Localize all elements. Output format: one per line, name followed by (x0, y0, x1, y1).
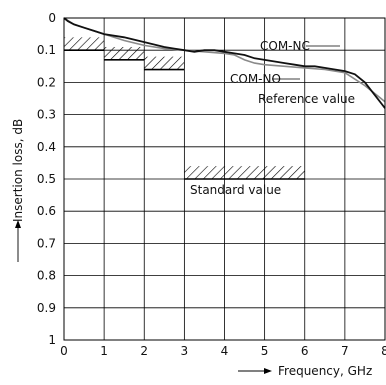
x-tick-label: 7 (341, 344, 349, 358)
series-line-com-nc (63, 17, 386, 109)
x-axis-title: Frequency, GHz (278, 364, 372, 378)
y-tick-label: 0.1 (37, 43, 56, 57)
x-tick-label: 6 (301, 344, 309, 358)
y-tick-label: 0 (48, 11, 56, 25)
standard-value-band (144, 56, 185, 70)
y-tick-label: 0.2 (37, 75, 56, 89)
annotations: COM-NC COM-NO Reference value Standard v… (190, 39, 355, 197)
y-tick-label: 1 (48, 333, 56, 347)
com-no-label: COM-NO (230, 72, 281, 86)
x-tick-label: 2 (140, 344, 148, 358)
y-tick-label: 0.8 (37, 269, 56, 283)
standard-value-label: Standard value (190, 183, 281, 197)
standard-value-band (184, 166, 305, 179)
y-tick-label: 0.5 (37, 172, 56, 186)
standard-value-band (104, 46, 145, 60)
standard-value-band (64, 37, 105, 51)
tick-labels: 0 1 2 3 4 5 6 7 800.10.20.30.40.50.60.70.80.91 (37, 11, 386, 358)
standard-value-bands (64, 37, 305, 180)
plot-frame (63, 17, 386, 341)
series-lines (63, 17, 386, 109)
axis-titles: Frequency, GHz Insertion loss, dB (11, 119, 372, 378)
y-tick-label: 0.6 (37, 204, 56, 218)
x-tick-label: 4 (221, 344, 229, 358)
reference-value-label: Reference value (258, 92, 355, 106)
y-tick-label: 0.3 (37, 108, 56, 122)
x-tick-label: 8 (381, 344, 386, 358)
x-axis-arrow-head (264, 368, 272, 374)
y-tick-label: 0.7 (37, 236, 56, 250)
y-tick-label: 0.9 (37, 301, 56, 315)
x-tick-label: 3 (181, 344, 189, 358)
x-tick-label: 5 (261, 344, 269, 358)
y-axis-title: Insertion loss, dB (11, 119, 25, 222)
x-tick-label: 1 (100, 344, 108, 358)
y-axis-arrow-head (15, 220, 21, 228)
com-nc-label: COM-NC (260, 39, 310, 53)
y-tick-label: 0.4 (37, 140, 56, 154)
x-tick-label: 0 (60, 344, 68, 358)
